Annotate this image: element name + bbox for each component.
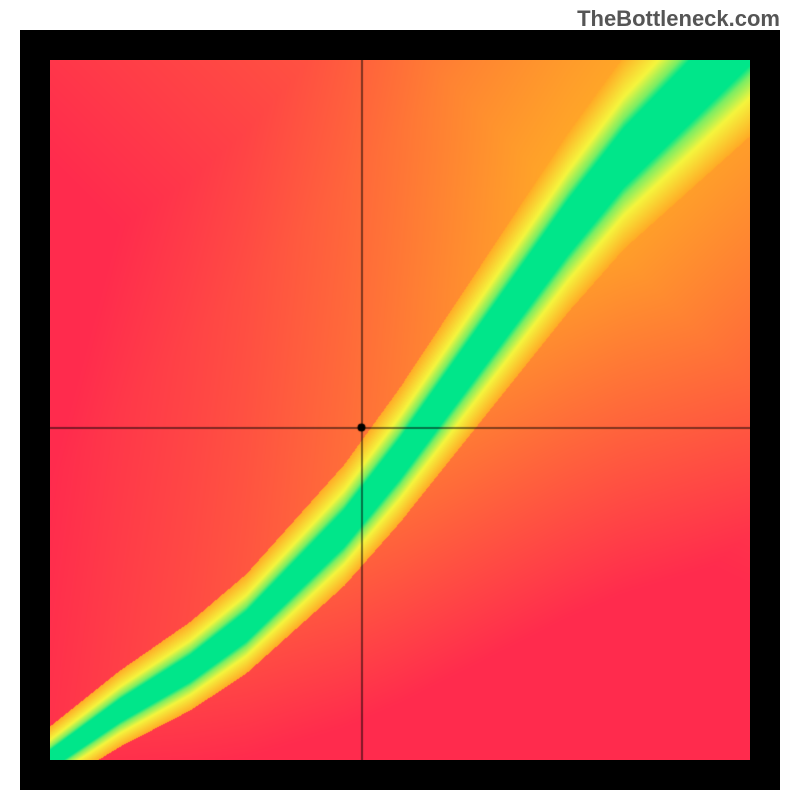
chart-frame — [20, 30, 780, 790]
heatmap-canvas — [50, 60, 750, 760]
watermark-text: TheBottleneck.com — [577, 6, 780, 32]
chart-container: TheBottleneck.com — [0, 0, 800, 800]
